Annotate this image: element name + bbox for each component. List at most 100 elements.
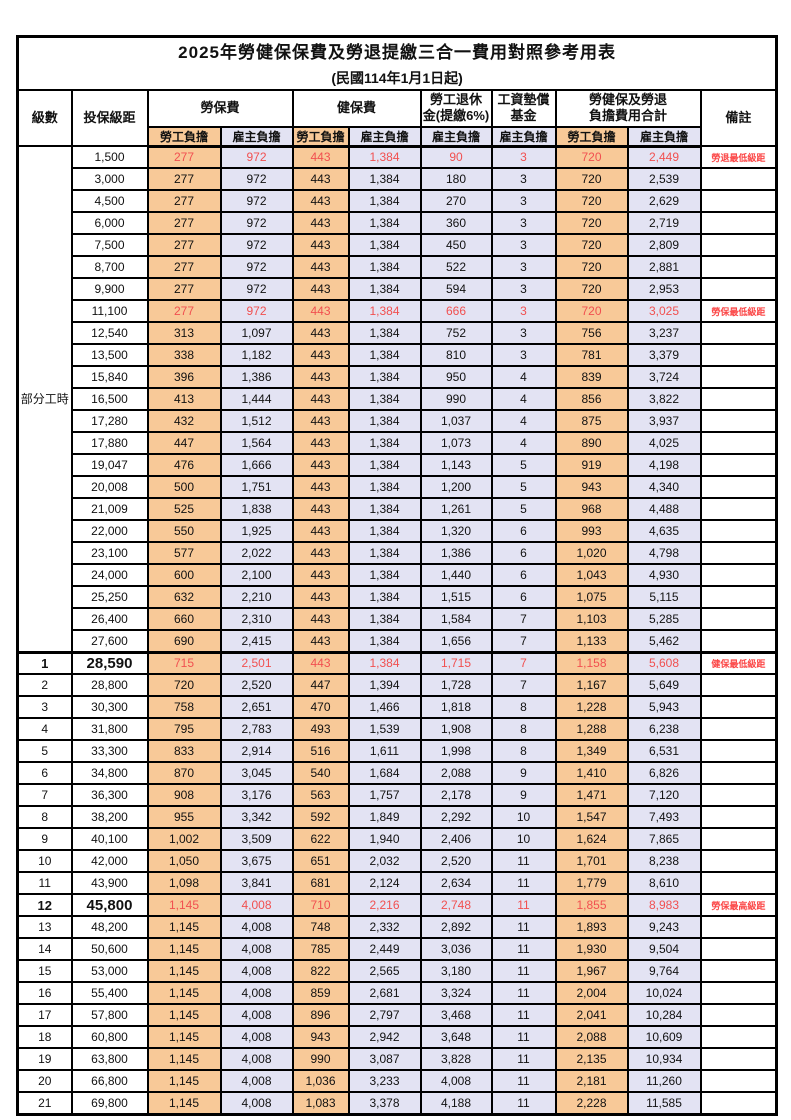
cell-remark [699, 871, 778, 895]
wage-fund-header-line2: 基金 [510, 108, 537, 123]
cell-total-employee: 1,133 [554, 629, 629, 653]
cell-wage-fund-employer: 10 [490, 805, 557, 829]
cell-total-employer: 10,024 [626, 981, 702, 1005]
cell-health-employer: 1,384 [347, 650, 422, 675]
cell-health-employee: 896 [291, 1003, 350, 1027]
table-row: 7,500 277 972 443 1,384 450 3 720 2,809 [18, 233, 778, 257]
cell-total-employer: 11,260 [626, 1069, 702, 1093]
cell-labor-employee: 413 [146, 387, 222, 411]
cell-salary: 45,800 [70, 893, 149, 917]
cell-health-employer: 1,384 [347, 343, 422, 367]
cell-health-employee: 990 [291, 1047, 350, 1071]
cell-remark [699, 981, 778, 1005]
cell-wage-fund-employer: 3 [490, 233, 557, 257]
cell-health-employee: 443 [291, 497, 350, 521]
cell-labor-employer: 972 [219, 211, 294, 235]
table-row: 22,000 550 1,925 443 1,384 1,320 6 993 4,635 [18, 519, 778, 543]
cell-salary: 17,280 [70, 409, 149, 433]
table-row: 1 28,590 715 2,501 443 1,384 1,715 7 1,158 5,608 健… [16, 650, 778, 675]
cell-labor-employer: 972 [219, 189, 294, 213]
table-row: 27,600 690 2,415 443 1,384 1,656 7 1,133 5,462 [18, 629, 778, 653]
cell-remark [699, 827, 778, 851]
cell-wage-fund-employer: 3 [490, 167, 557, 191]
cell-labor-employer: 972 [219, 233, 294, 257]
cell-total-employee: 2,135 [554, 1047, 629, 1071]
cell-level: 4 [16, 717, 73, 741]
cell-health-employee: 710 [291, 893, 350, 917]
cell-remark [699, 233, 778, 257]
cell-pension-employer: 522 [419, 255, 493, 279]
cell-labor-employee: 396 [146, 365, 222, 389]
cell-wage-fund-employer: 4 [490, 431, 557, 455]
cell-total-employee: 1,349 [554, 739, 629, 763]
cell-wage-fund-employer: 5 [490, 497, 557, 521]
cell-salary: 53,000 [70, 959, 149, 983]
cell-total-employee: 1,893 [554, 915, 629, 939]
cell-labor-employee: 277 [146, 233, 222, 257]
cell-pension-employer: 990 [419, 387, 493, 411]
cell-remark [699, 739, 778, 763]
cell-health-employer: 1,384 [347, 277, 422, 301]
cell-labor-employee: 870 [146, 761, 222, 785]
cell-labor-employee: 758 [146, 695, 222, 719]
cell-total-employer: 2,881 [626, 255, 702, 279]
cell-level: 5 [16, 739, 73, 763]
cell-health-employer: 1,684 [347, 761, 422, 785]
cell-health-employee: 1,083 [291, 1091, 350, 1115]
cell-labor-employee: 1,145 [146, 1025, 222, 1049]
cell-level: 1 [16, 650, 73, 675]
pension-header-line2: 金(提繳6%) [422, 108, 490, 123]
cell-pension-employer: 666 [419, 299, 493, 323]
table-row: 12 45,800 1,145 4,008 710 2,216 2,748 11 1,855 8,… [16, 893, 778, 917]
cell-health-employee: 622 [291, 827, 350, 851]
title-block: 2025年勞健保保費及勞退提繳三合一費用對照參考用表 (民國114年1月1日起) [16, 35, 778, 91]
cell-remark [699, 1091, 778, 1115]
subheader-health-employer: 雇主負擔 [347, 125, 422, 148]
cell-health-employee: 443 [291, 541, 350, 565]
cell-pension-employer: 3,180 [419, 959, 493, 983]
cell-salary: 15,840 [70, 365, 149, 389]
cell-pension-employer: 1,200 [419, 475, 493, 499]
cell-wage-fund-employer: 4 [490, 365, 557, 389]
cell-labor-employer: 1,838 [219, 497, 294, 521]
cell-health-employer: 1,384 [347, 497, 422, 521]
total-header-line1: 勞健保及勞退 [588, 92, 667, 107]
wage-fund-header-line1: 工資墊償 [497, 92, 550, 107]
cell-wage-fund-employer: 9 [490, 783, 557, 807]
cell-health-employer: 3,233 [347, 1069, 422, 1093]
cell-salary: 3,000 [70, 167, 149, 191]
cell-level: 17 [16, 1003, 73, 1027]
cell-health-employee: 443 [291, 431, 350, 455]
cell-wage-fund-employer: 9 [490, 761, 557, 785]
cell-level: 9 [16, 827, 73, 851]
cell-labor-employee: 500 [146, 475, 222, 499]
cell-total-employee: 720 [554, 255, 629, 279]
table-row: 19,047 476 1,666 443 1,384 1,143 5 919 4,198 [18, 453, 778, 477]
cell-wage-fund-employer: 3 [490, 211, 557, 235]
cell-level: 19 [16, 1047, 73, 1071]
pension-header-line1: 勞工退休 [429, 92, 482, 107]
page-subtitle: (民國114年1月1日起) [331, 70, 463, 87]
cell-labor-employer: 1,444 [219, 387, 294, 411]
cell-salary: 16,500 [70, 387, 149, 411]
cell-remark [699, 189, 778, 213]
cell-labor-employee: 1,145 [146, 915, 222, 939]
cell-health-employee: 1,036 [291, 1069, 350, 1093]
cell-pension-employer: 594 [419, 277, 493, 301]
cell-health-employer: 1,384 [347, 189, 422, 213]
cell-labor-employee: 313 [146, 321, 222, 345]
cell-health-employer: 2,449 [347, 937, 422, 961]
cell-total-employee: 1,471 [554, 783, 629, 807]
cell-salary: 21,009 [70, 497, 149, 521]
cell-labor-employee: 476 [146, 453, 222, 477]
cell-wage-fund-employer: 11 [490, 849, 557, 873]
cell-health-employee: 540 [291, 761, 350, 785]
cell-health-employer: 1,384 [347, 321, 422, 345]
cell-total-employer: 9,764 [626, 959, 702, 983]
cell-wage-fund-employer: 7 [490, 607, 557, 631]
cell-health-employee: 443 [291, 453, 350, 477]
cell-remark [699, 783, 778, 807]
subheader-total-employee: 勞工負擔 [554, 125, 629, 148]
cell-total-employee: 2,041 [554, 1003, 629, 1027]
table-row: 19 63,800 1,145 4,008 990 3,087 3,828 11 2,135 10… [16, 1047, 778, 1071]
